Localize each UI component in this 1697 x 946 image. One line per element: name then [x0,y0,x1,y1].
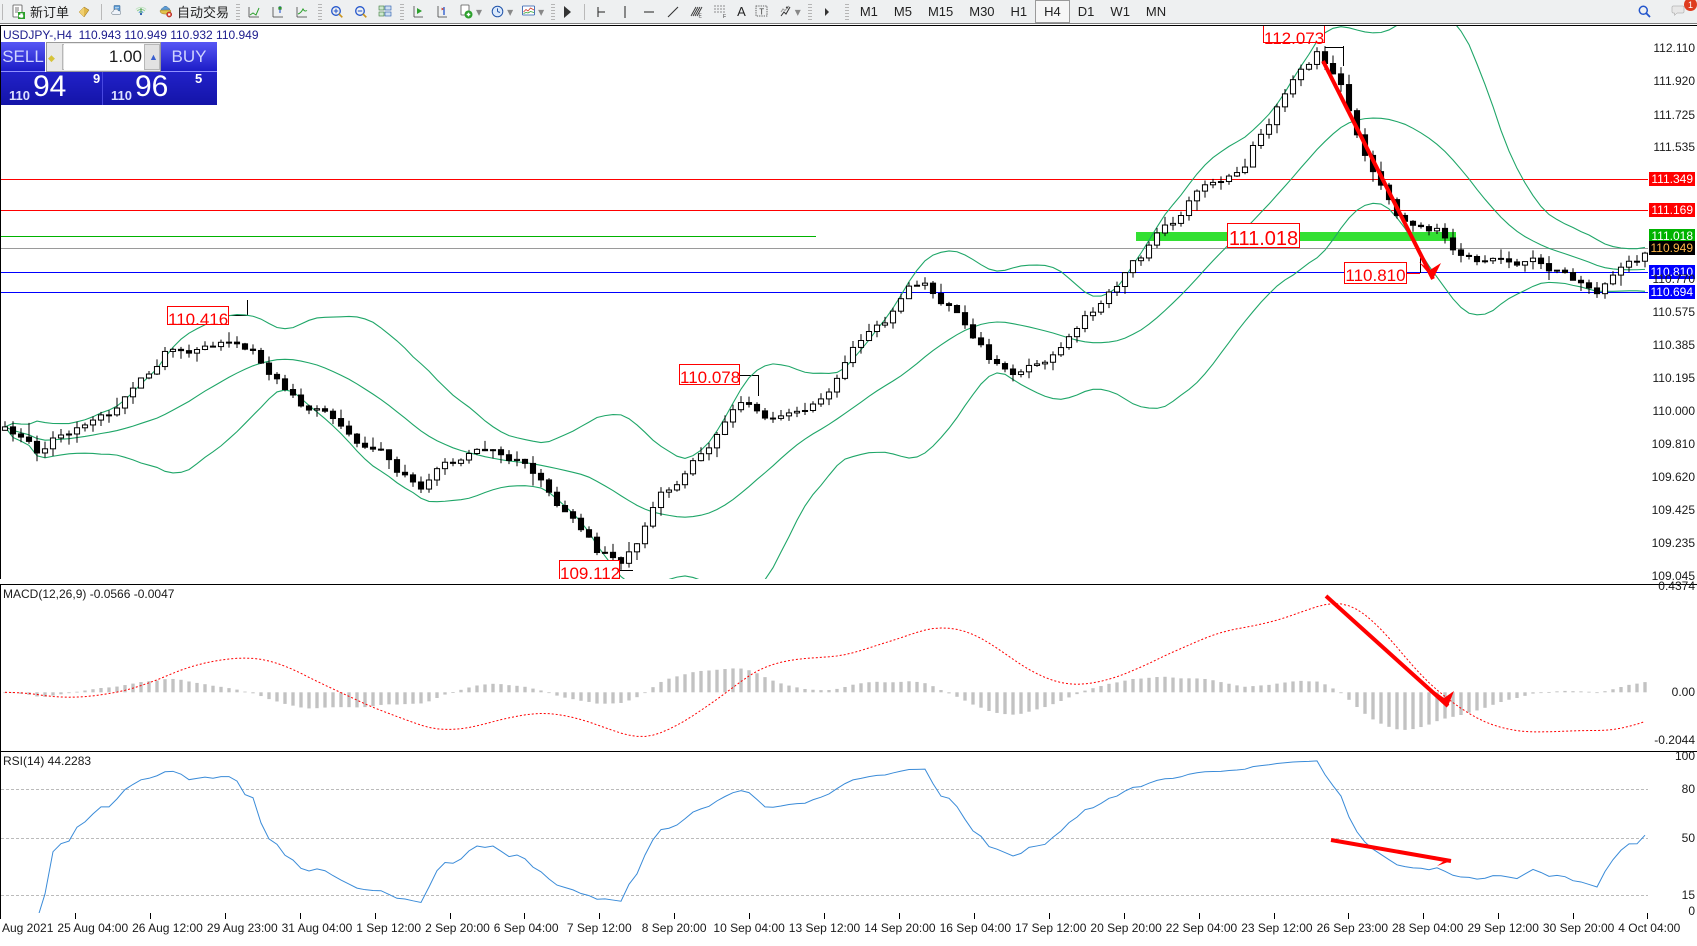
svg-text:F: F [723,14,726,20]
svg-text:E: E [699,13,703,19]
svg-text:T: T [759,7,764,16]
